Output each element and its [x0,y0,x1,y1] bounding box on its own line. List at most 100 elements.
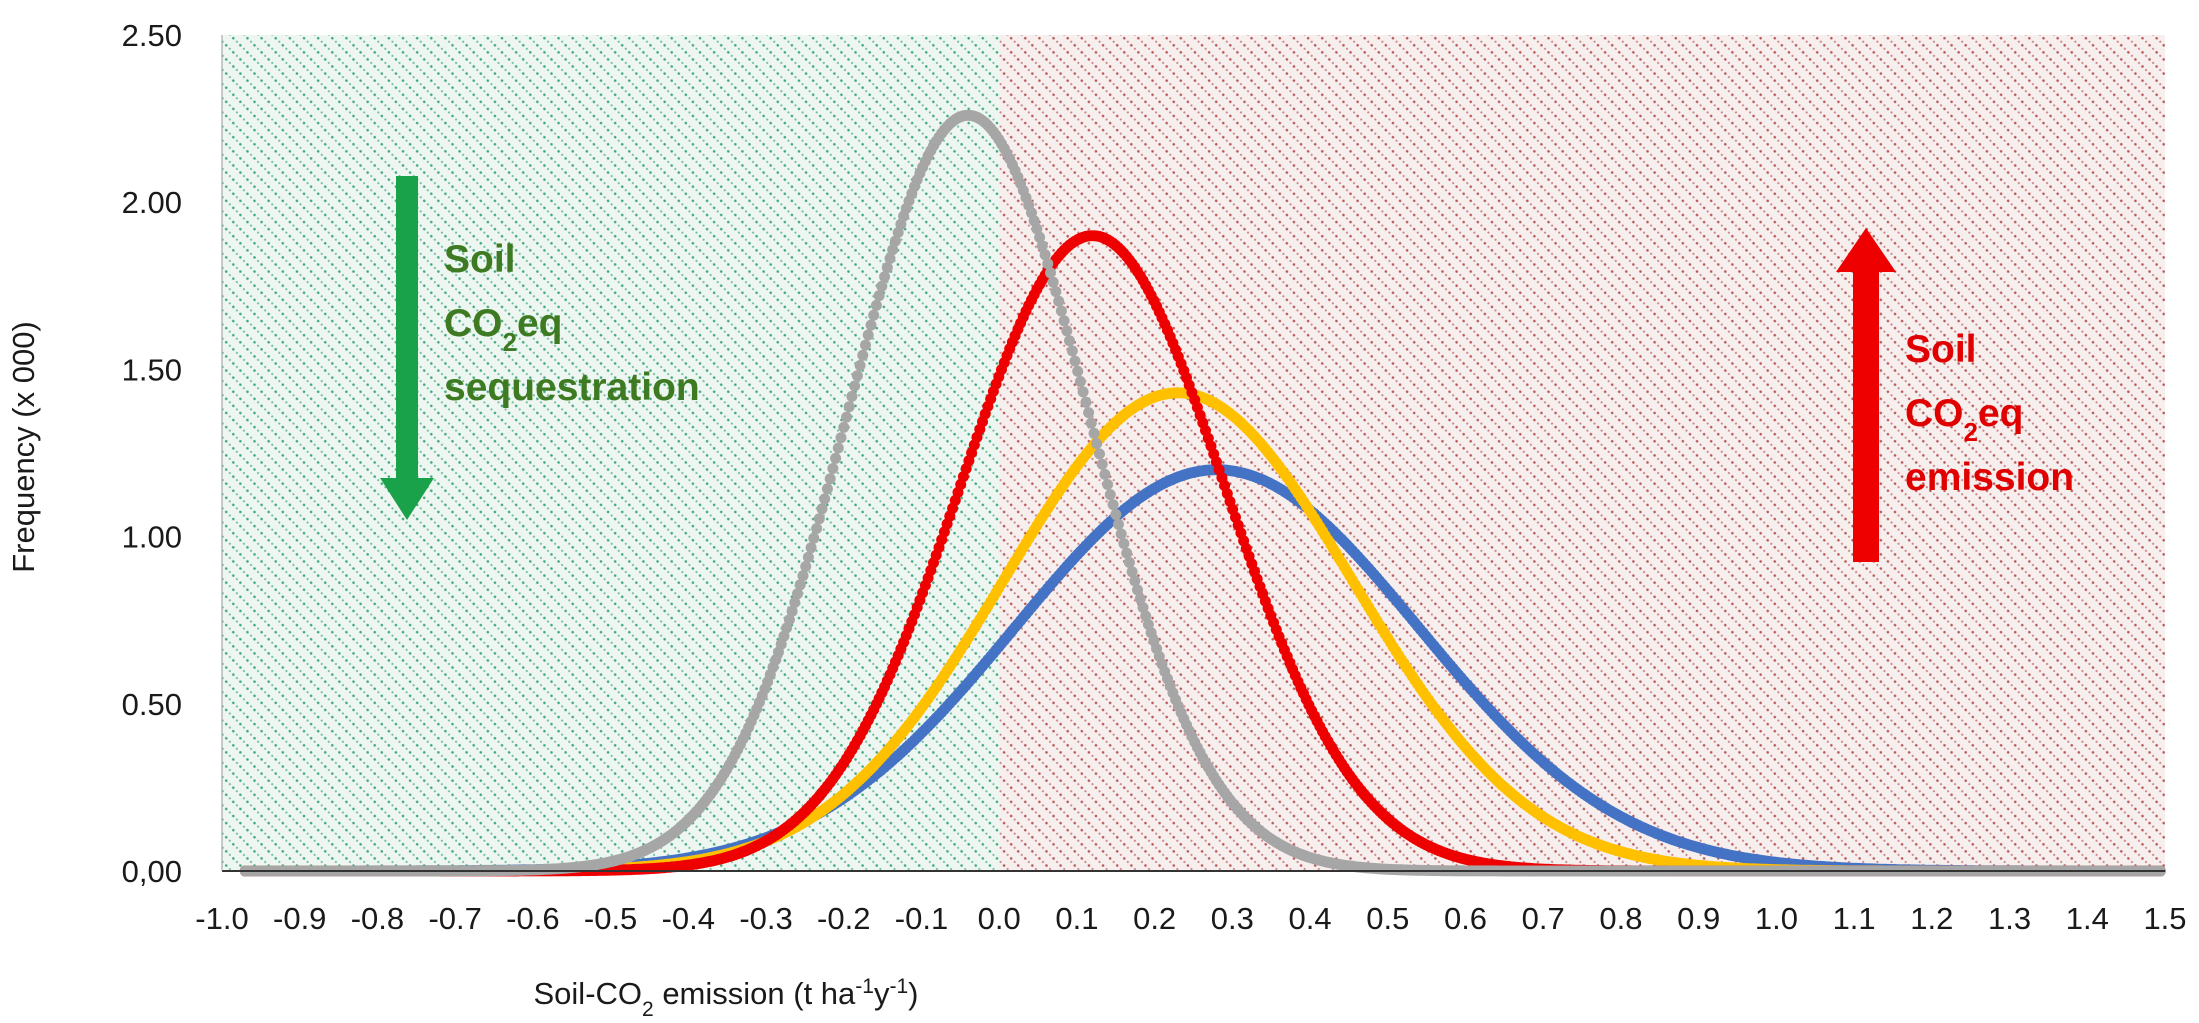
series-grey-point [1072,365,1084,377]
sequestration-label-line3: sequestration [444,366,700,409]
x-tick-label: 1.2 [1910,901,1953,936]
series-grey-point [865,319,877,331]
x-axis-title: Soil-CO2 emission (t ha-1y-1) [534,975,919,1021]
series-grey-point [1107,499,1119,511]
x-tick-label: 0.8 [1599,901,1642,936]
emission-region [999,35,2166,871]
series-grey-point [1091,438,1103,450]
x-tick-label: 0.9 [1677,901,1720,936]
series-grey-point [1074,376,1086,388]
series-grey-point [868,309,880,321]
series-grey-point [1061,325,1073,337]
x-tick-label: 1.3 [1988,901,2031,936]
emission-label-line1: Soil [1905,328,1977,371]
x-title-end: ) [908,976,918,1011]
series-grey-point [851,370,863,382]
series-grey-point [876,280,888,292]
emission-arrow-shaft [1853,272,1879,562]
series-grey-point [816,503,828,515]
x-tick-label: -0.6 [506,901,559,936]
series-grey-point [1047,276,1059,288]
series-grey-point [892,227,904,238]
emission-label-line2: CO2eq [1905,392,2023,447]
x-title-sup2: -1 [889,975,908,998]
x-tick-label: 0.7 [1522,901,1565,936]
series-grey-point [1126,566,1138,578]
series-grey-point [797,570,809,582]
series-grey-point [1132,584,1143,596]
x-title-mid: emission (t ha [654,976,856,1011]
series-grey-point [811,523,823,534]
x-tick-labels: -1.0 -0.9 -0.8 -0.7 -0.6 -0.5 -0.4 -0.3 -0.2 -0.1… [195,901,2186,936]
series-grey-point [805,542,817,554]
y-tick-label: 1.00 [122,520,182,555]
emission-co: CO [1905,392,1964,435]
series-grey-point [1134,593,1146,605]
series-grey-point [1115,528,1127,540]
series-grey-point [1102,479,1114,490]
series-grey-point [1045,267,1056,279]
x-tick-label: -0.1 [895,901,948,936]
y-tick-labels: 0,00 0.50 1.00 1.50 2.00 2.50 [122,18,182,889]
series-grey-point [1039,249,1051,261]
series-grey-point [781,622,793,634]
x-tick-label: -1.0 [195,901,248,936]
series-grey-point [838,421,850,433]
x-tick-label: 1.0 [1755,901,1798,936]
series-grey-point [887,244,899,256]
x-title-sub: 2 [642,998,654,1021]
series-grey-point [841,411,852,423]
sequestration-arrow-head [380,478,434,520]
series-grey-point [1042,258,1054,270]
sequestration-co: CO [444,302,503,345]
series-grey-point [1064,335,1075,347]
sequestration-eq: eq [517,302,563,345]
sequestration-sub: 2 [503,327,517,357]
series-grey-point [789,597,801,608]
x-tick-label: -0.9 [273,901,326,936]
series-grey-point [1050,286,1062,298]
series-grey-point [1121,547,1133,559]
y-tick-label: 2.00 [122,185,182,220]
series-grey-point [1110,509,1122,520]
series-grey-point [819,493,831,505]
series-grey-point [1099,468,1111,480]
y-tick-label: 1.50 [122,352,182,387]
series-grey-point [1080,396,1092,408]
series-grey-point [827,463,839,474]
series-grey-point [1104,489,1116,501]
series-grey-point [881,262,893,274]
series-grey-point [1096,458,1108,470]
x-tick-label: 0.6 [1444,901,1487,936]
y-tick-label: 2.50 [122,18,182,53]
series-grey-point [849,380,861,392]
x-tick-label: 0.5 [1366,901,1409,936]
emission-label-line3: emission [1905,456,2074,499]
series-grey-point [1031,223,1043,235]
sequestration-arrow-shaft [396,176,418,478]
series-grey-point [862,329,874,341]
series-grey-point [1118,538,1130,550]
x-tick-label: -0.4 [662,901,715,936]
x-tick-label: 1.4 [2066,901,2109,936]
series-grey-point [1055,305,1067,317]
series-grey-point [832,442,844,454]
series-grey-point [1053,295,1065,307]
x-tick-label: -0.7 [428,901,481,936]
series-grey-point [792,588,803,600]
emission-sub: 2 [1964,417,1978,447]
sequestration-label-line2: CO2eq [444,302,562,357]
series-grey-point [1113,518,1124,530]
series-grey-point [1034,231,1046,243]
series-grey-point [783,614,795,626]
series-grey-point [830,452,842,464]
series-grey-point [860,339,871,351]
series-grey-point [800,561,812,572]
series-grey-point [813,513,825,525]
x-title-sup1: -1 [855,975,874,998]
series-grey-point [786,605,798,617]
series-grey-point [1058,315,1070,327]
x-tick-label: -0.3 [739,901,792,936]
series-grey-point [1129,575,1141,587]
